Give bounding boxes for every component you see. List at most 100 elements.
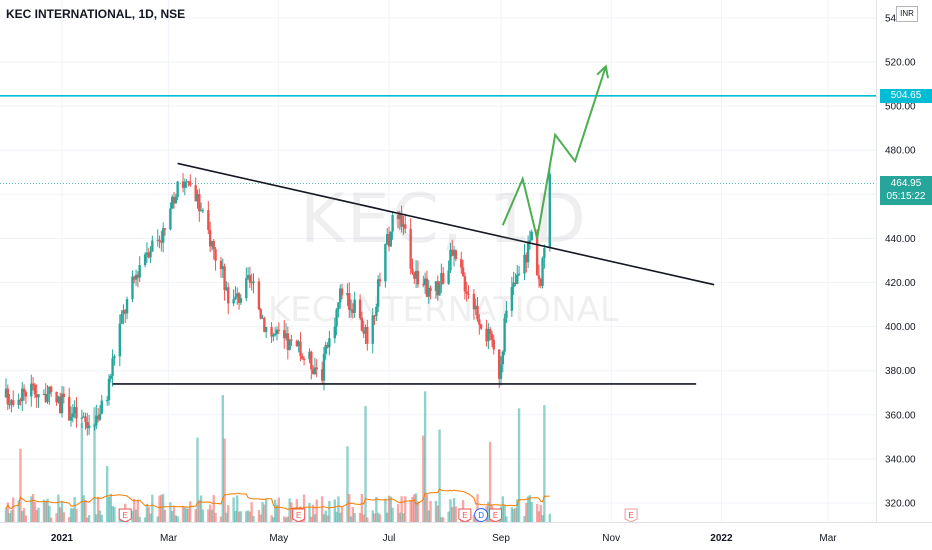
candle-body: [113, 356, 116, 359]
volume-bar: [147, 507, 150, 522]
candle-body: [10, 400, 13, 405]
candle-body: [490, 333, 494, 340]
volume-bar: [37, 507, 40, 522]
volume-bar: [326, 515, 329, 522]
volume-bar: [149, 513, 152, 522]
candle-body: [525, 254, 528, 263]
event-marker-label: E: [123, 511, 128, 520]
candle-body: [371, 315, 374, 344]
volume-bar: [100, 514, 103, 522]
volume-bar: [17, 500, 20, 522]
volume-bar: [198, 499, 201, 522]
candle-body: [118, 323, 122, 357]
volume-bar: [151, 494, 154, 522]
event-marker-label: E: [628, 511, 633, 520]
candle-body: [69, 417, 73, 421]
candle-body: [221, 266, 224, 270]
candle-body: [451, 249, 454, 256]
candle-body: [225, 287, 228, 291]
candle-body: [485, 328, 488, 342]
volume-bar: [221, 395, 224, 522]
volume-bar: [474, 517, 477, 522]
candle-body: [84, 416, 87, 422]
volume-bar: [447, 511, 450, 522]
candle-body: [198, 194, 201, 212]
candlesticks: [4, 168, 551, 436]
candle-body: [375, 306, 378, 316]
candle-body: [436, 281, 439, 296]
candle-body: [465, 291, 468, 294]
volume-bar: [19, 448, 22, 522]
volume-bar: [541, 515, 544, 522]
volume-bar: [313, 514, 317, 522]
volume-bar: [284, 517, 288, 522]
projection-arrow: [501, 66, 607, 239]
candle-body: [232, 299, 235, 304]
volume-bar: [21, 510, 24, 522]
candle-body: [120, 314, 123, 324]
candle-body: [360, 317, 364, 331]
price-tick-label: 54: [885, 13, 897, 24]
candle-body: [541, 258, 544, 286]
candle-body: [201, 210, 205, 212]
volume-bar: [113, 506, 116, 522]
volume-bar: [163, 509, 167, 522]
volume-bar: [236, 495, 239, 522]
volume-bar: [232, 497, 235, 522]
candle-body: [236, 293, 239, 297]
volume-bar: [111, 505, 114, 522]
candle-body: [71, 413, 75, 418]
candle-body: [283, 330, 286, 339]
volume-bar: [548, 513, 551, 522]
candle-body: [134, 274, 138, 280]
candle-body: [49, 386, 53, 392]
volume-bar: [320, 496, 324, 522]
volume-bar: [503, 504, 506, 522]
volume-bar: [351, 507, 355, 522]
volume-bar: [530, 501, 533, 522]
volume-bar: [414, 493, 418, 522]
volume-bar: [4, 508, 8, 522]
candle-body: [109, 375, 112, 379]
volume-bar: [8, 513, 11, 522]
volume-bar: [333, 499, 336, 522]
volume-bar: [364, 406, 367, 522]
candle-body: [156, 239, 159, 241]
candle-body: [12, 400, 15, 406]
candle-body: [95, 415, 98, 426]
volume-bar: [537, 511, 541, 522]
volume-bar: [411, 496, 414, 522]
volume-bar: [12, 497, 15, 522]
volume-bar: [322, 514, 326, 522]
horizontal-level-tag: 504.65: [880, 89, 932, 103]
candle-body: [535, 231, 539, 276]
volume-bar: [131, 510, 134, 522]
volume-bar: [272, 517, 275, 522]
volume-bar: [311, 504, 315, 522]
candle-body: [212, 241, 215, 250]
candle-body: [149, 251, 152, 258]
candle-body: [427, 287, 430, 297]
candle-body: [46, 394, 49, 402]
currency-button[interactable]: INR: [896, 6, 918, 22]
volume-bar: [340, 507, 344, 522]
candle-body: [438, 284, 441, 296]
time-tick-label: Nov: [602, 533, 620, 544]
volume-bar: [528, 495, 532, 522]
candle-body: [324, 344, 327, 354]
candle-body: [301, 355, 304, 359]
candle-body: [171, 196, 174, 209]
candle-body: [73, 407, 76, 414]
candle-body: [111, 358, 114, 376]
time-tick-label: Mar: [160, 533, 178, 544]
volume-bar: [290, 502, 293, 522]
candle-body: [510, 286, 514, 311]
candle-body: [337, 302, 340, 310]
volume-bar: [207, 509, 210, 522]
volume-bar: [176, 516, 179, 522]
candle-body: [272, 334, 275, 337]
volume-bar: [476, 494, 479, 522]
volume-bar: [371, 510, 374, 522]
